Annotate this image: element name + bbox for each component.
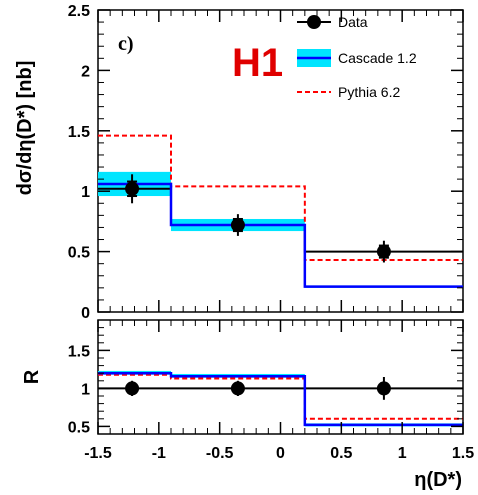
bottom-y-axis-title: R xyxy=(21,369,43,384)
bottom-cascade-line xyxy=(98,371,463,427)
top-data-point-2 xyxy=(376,244,391,259)
bottom-histogram-layer xyxy=(98,371,463,427)
legend-label-cascade: Cascade 1.2 xyxy=(338,50,417,66)
top-data-point-1 xyxy=(230,218,245,233)
top-y-tick-label-3: 1.5 xyxy=(68,124,90,141)
legend-entry-cascade: Cascade 1.2 xyxy=(297,49,417,67)
bottom-y-tick-label-0: 0.5 xyxy=(68,419,90,436)
bottom-y-tick-label-2: 1.5 xyxy=(68,343,90,360)
top-y-tick-label-0: 0 xyxy=(81,305,90,322)
x-axis-title: η(D*) xyxy=(414,469,462,491)
top-pythia-line xyxy=(98,134,463,262)
bottom-data-point-2 xyxy=(376,381,391,396)
legend-label-data: Data xyxy=(338,14,368,30)
top-histogram-layer xyxy=(98,134,463,288)
x-tick-label-2: -0.5 xyxy=(206,445,234,462)
legend-data-marker xyxy=(307,15,321,29)
x-tick-label-6: 1.5 xyxy=(452,445,474,462)
h1-logo-text: H1 xyxy=(232,41,283,85)
legend-entry-pythia: Pythia 6.2 xyxy=(297,84,400,100)
top-cascade-line xyxy=(98,182,463,288)
bottom-data-point-1 xyxy=(230,381,245,396)
tick-mark-layer xyxy=(97,9,464,435)
bottom-data-point-0 xyxy=(125,381,140,396)
bottom-pythia-line xyxy=(98,373,463,420)
x-tick-label-4: 0.5 xyxy=(330,445,352,462)
top-y-tick-label-5: 2.5 xyxy=(68,3,90,20)
x-tick-label-5: 1 xyxy=(398,445,407,462)
panel-label: c) xyxy=(118,33,134,55)
data-point-layer xyxy=(125,174,391,400)
legend: Data Cascade 1.2 Pythia 6.2 xyxy=(297,14,417,100)
legend-label-pythia: Pythia 6.2 xyxy=(338,84,400,100)
top-y-tick-label-2: 1 xyxy=(81,184,90,201)
top-y-tick-label-1: 0.5 xyxy=(68,245,90,262)
x-tick-label-0: -1.5 xyxy=(84,445,112,462)
top-y-tick-label-4: 2 xyxy=(81,63,90,80)
top-y-axis-title: dσ/dη(D*) [nb] xyxy=(14,61,36,196)
bottom-y-tick-label-1: 1 xyxy=(81,381,90,398)
top-data-point-0 xyxy=(125,181,140,196)
tick-label-layer: 0 0.5 1 1.5 2 2.5 0.5 1 1.5 -1.5 -1 -0.5 0 0.5 1 1.5 xyxy=(68,3,474,462)
x-tick-label-3: 0 xyxy=(276,445,285,462)
legend-entry-data: Data xyxy=(297,14,368,30)
x-tick-label-1: -1 xyxy=(152,445,166,462)
